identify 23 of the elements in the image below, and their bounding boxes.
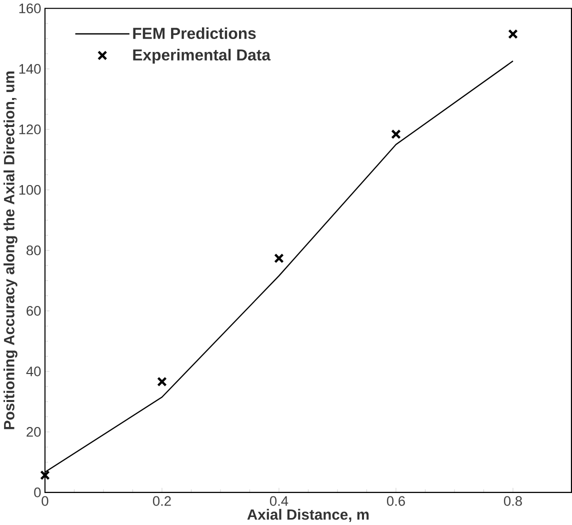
y-axis-title: Positioning Accuracy along the Axial Direction, um	[4, 71, 18, 429]
y-tick-label: 80	[26, 245, 41, 256]
point	[391, 129, 401, 139]
y-tick-label: 0	[34, 487, 41, 498]
point	[274, 253, 284, 263]
x-tick-label: 0.2	[152, 496, 171, 506]
y-tick-label: 120	[19, 124, 41, 134]
point	[40, 470, 50, 480]
point	[508, 28, 518, 39]
x-tick-label: 0	[42, 496, 48, 506]
legend-label: Experimental Data	[133, 48, 271, 64]
x-axis-title: Axial Distance, m	[247, 508, 369, 522]
y-tick-label: 160	[19, 3, 41, 14]
y-tick-label: 20	[26, 426, 41, 437]
x-tick-label: 0.8	[504, 496, 522, 506]
point	[157, 376, 167, 386]
legend-label: FEM Predictions	[133, 27, 256, 39]
y-tick-label: 40	[26, 366, 41, 376]
y-tick-label: 60	[26, 306, 41, 316]
y-tick-label: 140	[19, 64, 41, 74]
x-tick-label: 0.6	[386, 496, 405, 506]
y-tick-label: 100	[19, 184, 41, 195]
x-tick-label: 0.4	[270, 496, 288, 506]
